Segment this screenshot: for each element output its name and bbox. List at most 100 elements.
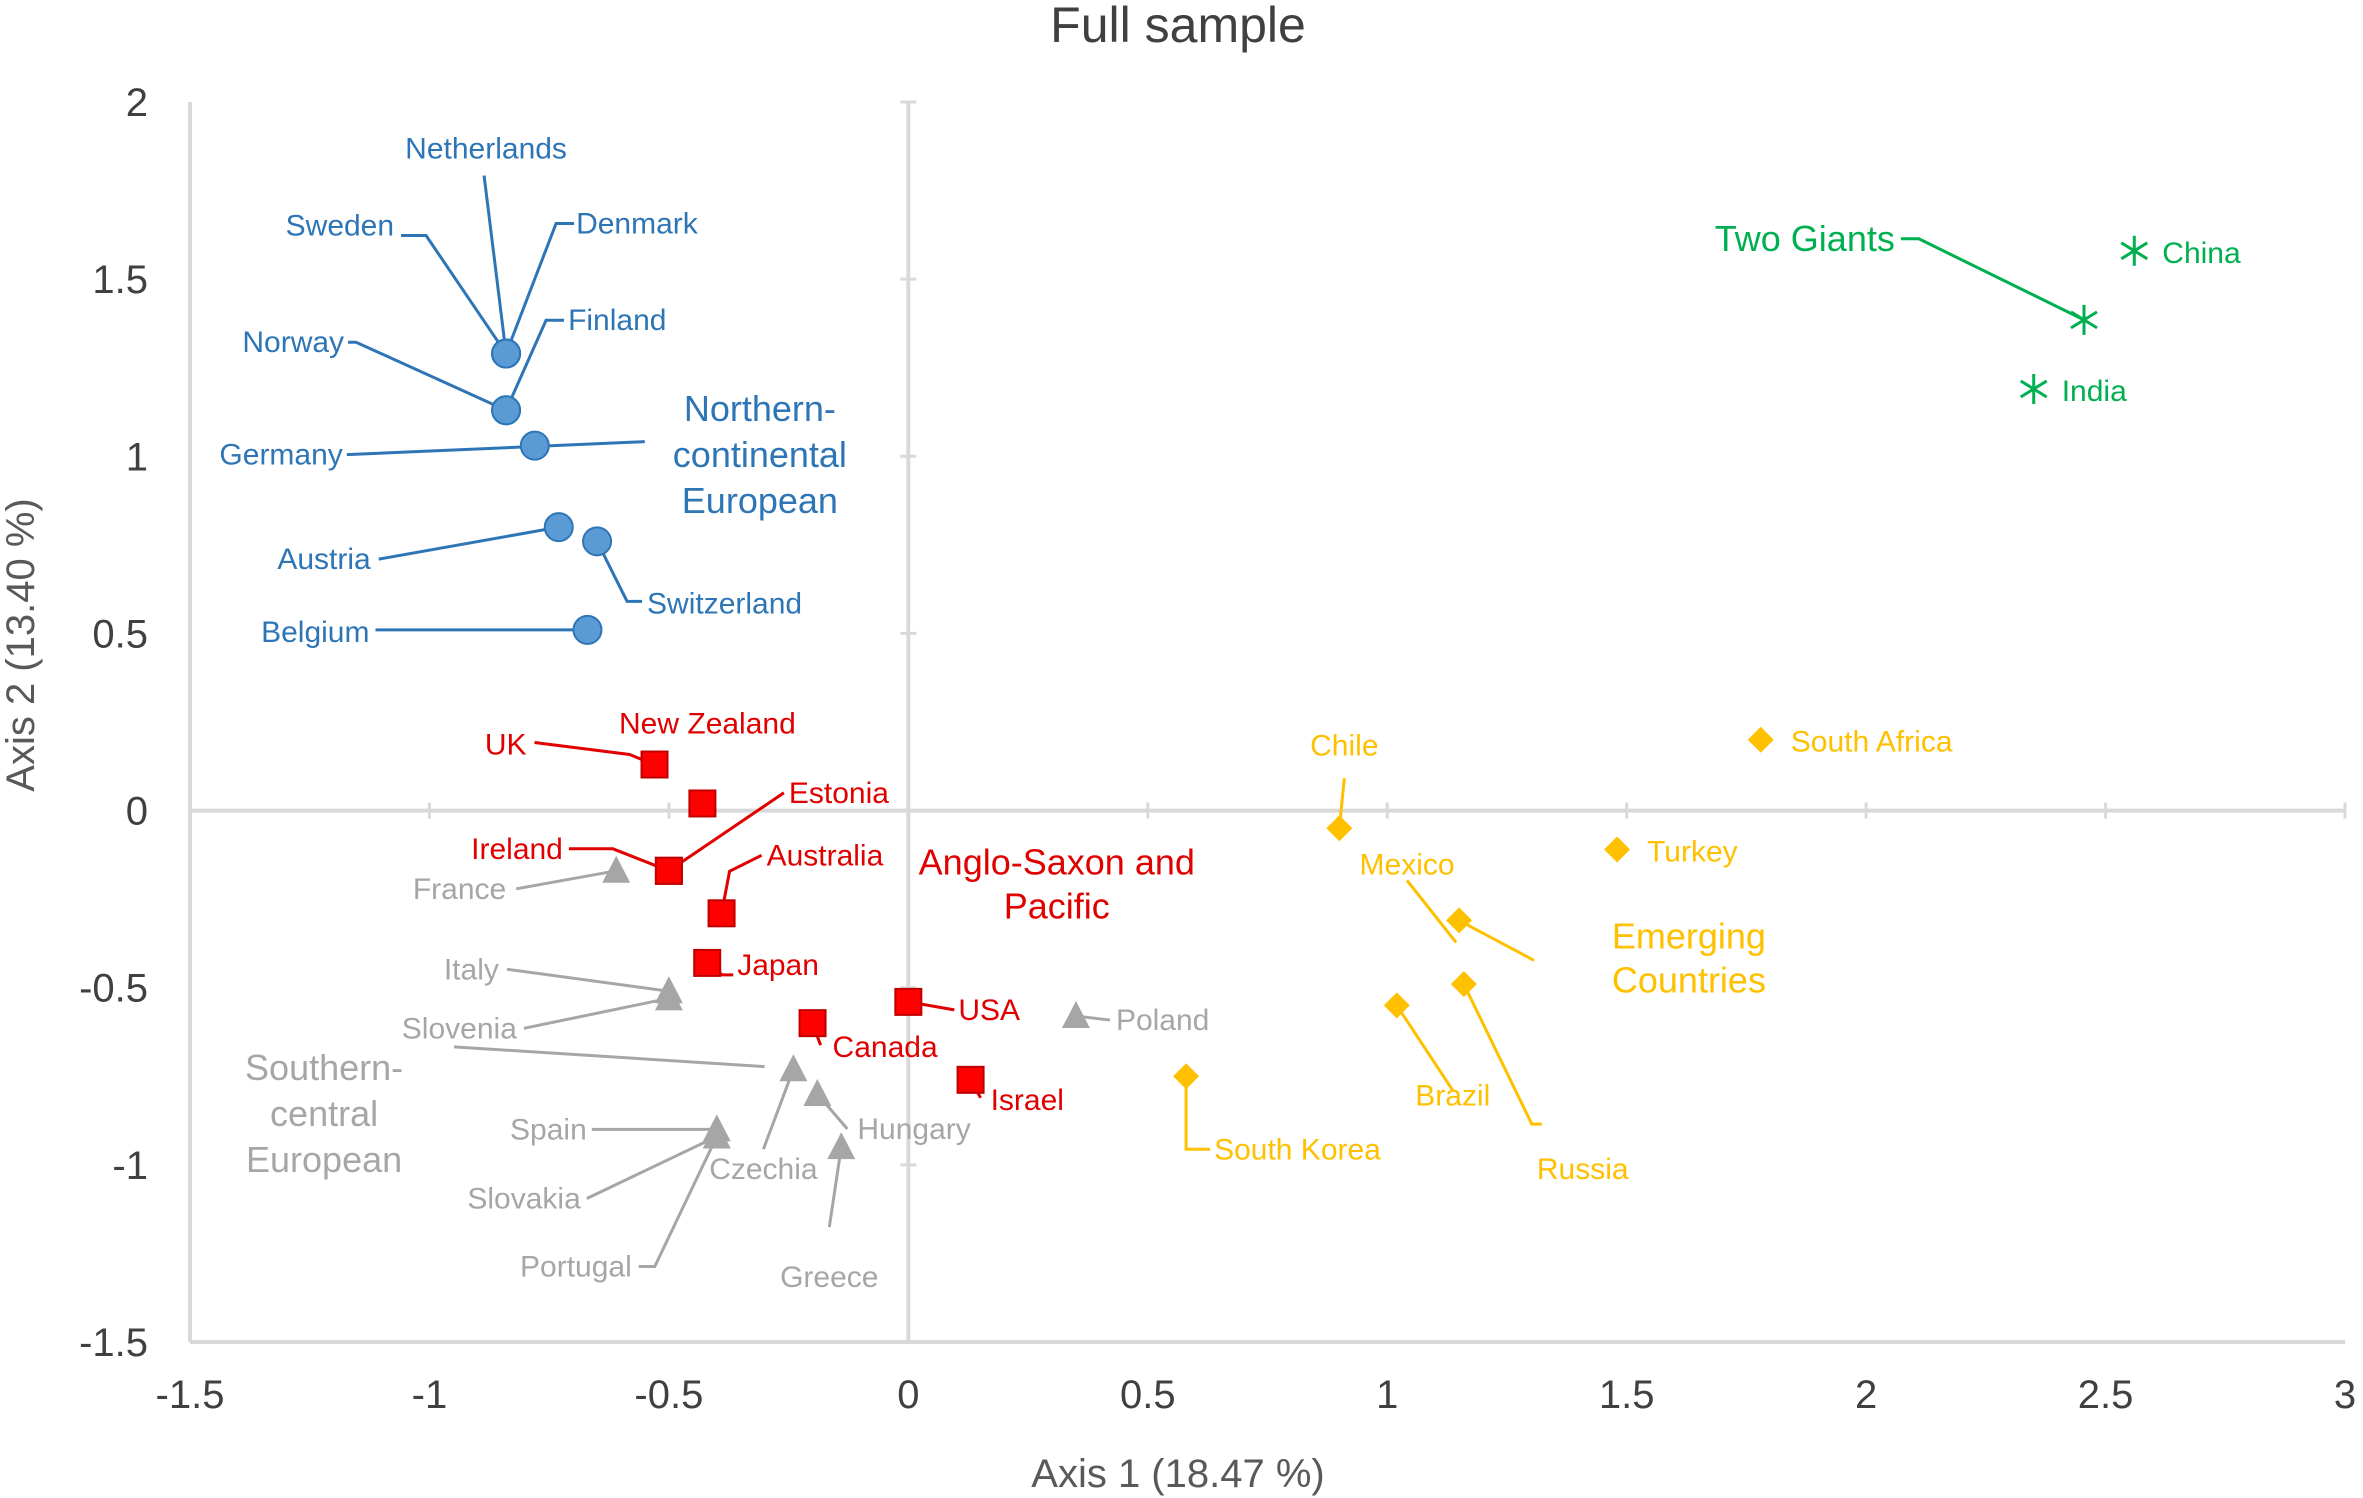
data-markers xyxy=(491,235,2149,1160)
star-stroke xyxy=(2120,241,2149,261)
label-norway: Norway xyxy=(242,326,344,359)
y-tick-label: 0.5 xyxy=(92,612,148,656)
group-label-line: Two Giants xyxy=(1715,218,1895,259)
star-stroke xyxy=(2070,310,2098,330)
label-south-korea: South Korea xyxy=(1214,1133,1381,1166)
x-tick-label: -1 xyxy=(412,1373,448,1417)
marker-usa xyxy=(894,987,923,1016)
label-finland: Finland xyxy=(568,304,666,337)
x-tick-label: 1 xyxy=(1376,1373,1398,1417)
marker-canada xyxy=(798,1009,827,1038)
label-italy: Italy xyxy=(444,953,499,986)
leader-uk xyxy=(534,741,656,766)
label-ireland: Ireland xyxy=(471,833,563,866)
label-mexico: Mexico xyxy=(1360,848,1455,881)
marker-mexico xyxy=(1446,907,1473,934)
group-label-anglo-saxon-and-pacific: Anglo-Saxon and Pacific xyxy=(919,841,1195,926)
label-israel: Israel xyxy=(991,1084,1064,1117)
group-label-line: central xyxy=(270,1093,378,1134)
leader-south-korea xyxy=(1184,1076,1211,1151)
leader-italy xyxy=(506,967,670,993)
label-belgium: Belgium xyxy=(261,616,369,649)
label-czechia: Czechia xyxy=(709,1153,818,1186)
chart-title: Full sample xyxy=(1050,0,1306,53)
marker-switzerland xyxy=(582,526,613,557)
label-netherlands: Netherlands xyxy=(405,133,567,166)
label-china: China xyxy=(2162,237,2241,270)
group-label-line: Southern- xyxy=(245,1047,403,1088)
leader-czechia xyxy=(761,1068,795,1150)
marker-india xyxy=(2019,373,2048,404)
label-brazil: Brazil xyxy=(1415,1079,1490,1112)
leader-sweden xyxy=(401,234,508,355)
label-switzerland: Switzerland xyxy=(647,587,802,620)
marker-france xyxy=(602,855,631,883)
x-tick-label: -1.5 xyxy=(156,1373,225,1417)
marker-south-korea xyxy=(1173,1063,1200,1090)
group-label-line: European xyxy=(246,1139,402,1180)
leader-netherlands xyxy=(482,175,508,354)
marker-brazil xyxy=(1383,992,1410,1019)
leader-estonia xyxy=(668,791,785,873)
label-russia: Russia xyxy=(1537,1153,1629,1186)
leader-norway xyxy=(348,340,507,412)
label-canada: Canada xyxy=(833,1031,938,1064)
axes: -1.5 -1 -0.5 0 0.5 1 1.5 2 2.5 3 2 1.5 1 0.5 0 -0.5 -1 -1… xyxy=(79,81,2356,1417)
group-label-northern-continental-european: Northern-continental European xyxy=(673,388,847,521)
leader-france xyxy=(515,869,617,891)
marker-belgium xyxy=(572,614,603,645)
y-tick-label: -1.5 xyxy=(79,1321,148,1365)
marker-ireland xyxy=(654,856,683,885)
leader-slovakia xyxy=(586,1135,718,1200)
leader-mexico-group xyxy=(1458,919,1535,962)
leader-portugal xyxy=(638,1135,719,1269)
leader-germany xyxy=(346,440,645,457)
leader-finland xyxy=(504,318,565,411)
label-japan: Japan xyxy=(737,949,819,982)
marker-poland xyxy=(1061,1001,1090,1029)
x-axis-title: Axis 1 (18.47 %) xyxy=(1031,1452,1324,1496)
marker-new-zealand xyxy=(688,789,717,818)
label-slovenia: Slovenia xyxy=(402,1012,517,1045)
marker-australia xyxy=(707,899,736,928)
x-tick-label: 1.5 xyxy=(1599,1373,1655,1417)
marker-russia xyxy=(1450,971,1477,998)
label-new-zealand: New Zealand xyxy=(619,707,796,740)
label-hungary: Hungary xyxy=(857,1113,970,1146)
y-tick-label: 2 xyxy=(126,81,148,125)
group-label-line: Countries xyxy=(1612,960,1766,1001)
marker-china xyxy=(2120,235,2149,266)
label-usa: USA xyxy=(958,994,1020,1027)
label-slovakia: Slovakia xyxy=(467,1183,581,1216)
point-labels: Netherlands Denmark Sweden Finland Norway Ger… xyxy=(219,133,2241,1295)
label-turkey: Turkey xyxy=(1647,836,1738,869)
marker-south-africa xyxy=(1747,726,1774,753)
label-spain: Spain xyxy=(510,1113,587,1146)
label-poland: Poland xyxy=(1116,1004,1209,1037)
leader-denmark xyxy=(504,222,575,355)
marker-israel xyxy=(956,1065,985,1094)
leader-greece xyxy=(827,1146,843,1228)
label-france: France xyxy=(413,873,506,906)
group-label-line: Northern- xyxy=(684,388,836,429)
y-tick-label: 0 xyxy=(126,790,148,834)
star-stroke xyxy=(2019,379,2048,399)
label-sweden: Sweden xyxy=(286,210,394,243)
x-tick-label: 0.5 xyxy=(1120,1373,1176,1417)
group-label-southern-central-european: Southern-central European xyxy=(245,1047,403,1180)
marker-turkey xyxy=(1604,836,1631,863)
marker-chile xyxy=(1326,815,1353,842)
marker-two-giants-center xyxy=(2070,304,2098,335)
marker-portugal xyxy=(702,1121,731,1149)
label-estonia: Estonia xyxy=(789,777,889,810)
marker-norway xyxy=(491,395,522,426)
marker-czechia xyxy=(779,1054,808,1082)
group-label-emerging-countries: Emerging Countries xyxy=(1612,916,1766,1001)
marker-japan xyxy=(693,948,722,977)
leader-brazil xyxy=(1395,1004,1455,1092)
group-label-line: Pacific xyxy=(1004,885,1110,926)
leader-ireland xyxy=(568,847,670,873)
y-tick-label: -1 xyxy=(112,1144,148,1188)
label-india: India xyxy=(2062,375,2127,408)
label-portugal: Portugal xyxy=(520,1251,632,1284)
